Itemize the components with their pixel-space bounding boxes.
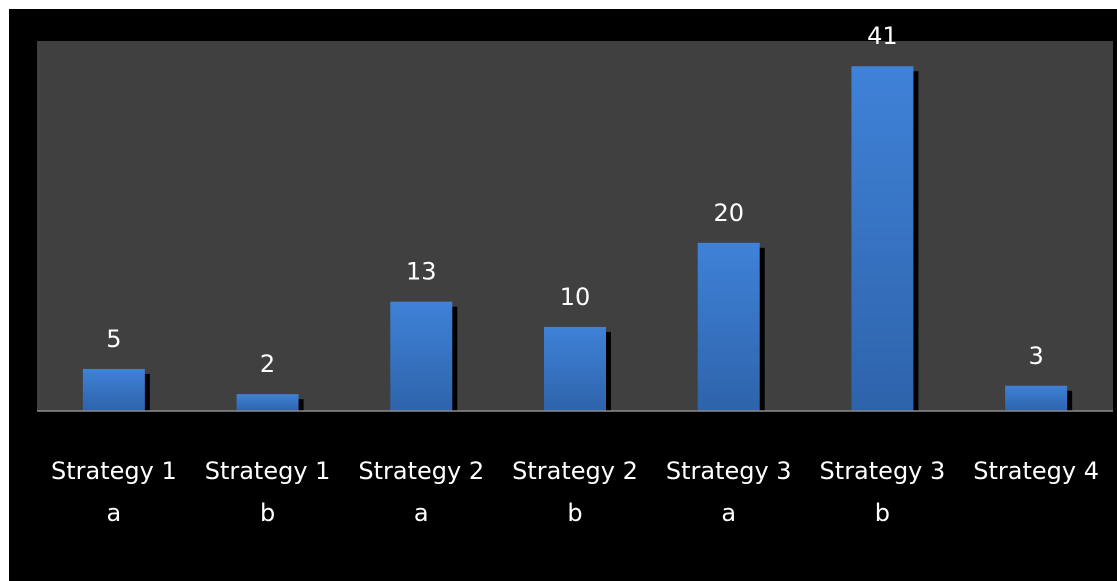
data-label: 13 — [406, 258, 437, 286]
category-label: b — [567, 499, 582, 527]
data-label: 3 — [1029, 342, 1044, 370]
category-label: Strategy 1 — [205, 457, 331, 485]
category-label: Strategy 3 — [820, 457, 946, 485]
category-label: Strategy 2 — [358, 457, 484, 485]
data-labels-layer: 5 2 13 10 20 41 3 — [106, 22, 1044, 378]
data-label: 2 — [260, 350, 275, 378]
category-label: Strategy 2 — [512, 457, 638, 485]
category-labels-layer: Strategy 1 a Strategy 1 b Strategy 2 a Strateg… — [51, 457, 1099, 527]
bar — [697, 242, 760, 411]
bar — [236, 394, 299, 411]
category-label: a — [106, 499, 121, 527]
data-label: 10 — [560, 283, 591, 311]
category-label: a — [721, 499, 736, 527]
data-label: 5 — [106, 325, 121, 353]
chart-frame: 5 2 13 10 20 41 3 Strategy 1 a Strategy 1 b Strate… — [9, 9, 1117, 581]
category-label: Strategy 3 — [666, 457, 792, 485]
category-label: Strategy 1 — [51, 457, 177, 485]
category-label: a — [414, 499, 429, 527]
category-label: b — [260, 499, 275, 527]
bar — [390, 301, 453, 411]
bar — [1005, 385, 1068, 411]
category-label: Strategy 4 — [973, 457, 1099, 485]
bars-layer — [82, 66, 1073, 412]
bar — [82, 368, 145, 411]
bar — [851, 66, 914, 412]
category-label: b — [875, 499, 890, 527]
data-label: 20 — [713, 199, 744, 227]
data-label: 41 — [867, 22, 898, 50]
bar — [544, 326, 606, 411]
